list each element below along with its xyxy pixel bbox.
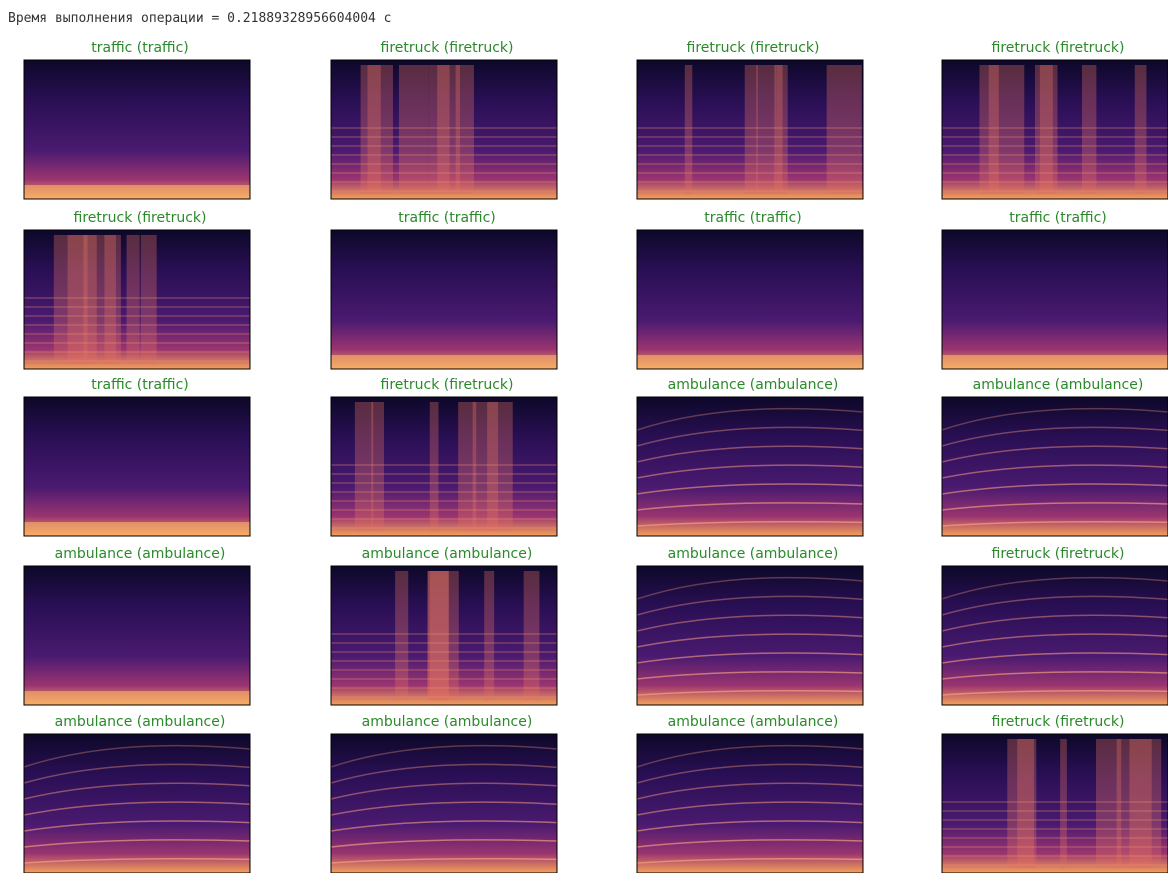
cell-title: firetruck (firetruck) (74, 210, 207, 226)
cell-title: firetruck (firetruck) (992, 40, 1125, 56)
cell-title: ambulance (ambulance) (55, 546, 226, 562)
notebook-output: Время выполнения операции = 0.2188932895… (0, 0, 1168, 873)
spectrogram-band (127, 235, 140, 364)
spectrogram-band (1096, 739, 1121, 868)
spectrogram-band (1017, 739, 1034, 868)
spectrogram (24, 60, 250, 199)
spectrogram-band (685, 65, 693, 194)
spectrogram-band (1082, 65, 1096, 194)
cell-title: ambulance (ambulance) (668, 546, 839, 562)
spectrogram-band (83, 235, 116, 364)
cell-title: ambulance (ambulance) (973, 377, 1144, 393)
spectrogram (637, 230, 863, 369)
spectrogram-band (1135, 65, 1147, 194)
spectrogram-band (399, 65, 428, 194)
spectrogram (24, 566, 250, 705)
cell-title: traffic (traffic) (91, 40, 189, 56)
spectrogram-floor (24, 691, 250, 705)
spectrogram (331, 230, 557, 369)
spectrogram-band (484, 571, 494, 700)
cell-title: firetruck (firetruck) (992, 714, 1125, 730)
cell-title: ambulance (ambulance) (668, 377, 839, 393)
spectrogram-band (54, 235, 88, 364)
spectrogram-band (395, 571, 408, 700)
cell-title: ambulance (ambulance) (362, 714, 533, 730)
spectrogram (24, 397, 250, 536)
page: {"header": {"text": "Время выполнения оп… (0, 0, 1168, 873)
cell-title: firetruck (firetruck) (381, 377, 514, 393)
cell-title: traffic (traffic) (704, 210, 802, 226)
cell-title: ambulance (ambulance) (55, 714, 226, 730)
execution-time: Время выполнения операции = 0.2188932895… (8, 11, 392, 26)
cell-title: traffic (traffic) (91, 377, 189, 393)
spectrogram-floor (24, 185, 250, 199)
cell-title: traffic (traffic) (398, 210, 496, 226)
spectrogram-band (989, 65, 1025, 194)
spectrogram-floor (24, 522, 250, 536)
spectrogram-band (524, 571, 540, 700)
cell-title: traffic (traffic) (1009, 210, 1107, 226)
spectrogram-band (1129, 739, 1161, 868)
spectrogram-band (777, 65, 788, 194)
spectrogram-band (428, 65, 449, 194)
spectrogram-band (473, 402, 498, 531)
cell-title: firetruck (firetruck) (687, 40, 820, 56)
spectrogram-band (1060, 739, 1067, 868)
cell-title: ambulance (ambulance) (668, 714, 839, 730)
spectrogram-floor (331, 355, 557, 369)
cell-title: firetruck (firetruck) (992, 546, 1125, 562)
spectrogram-band (756, 65, 777, 194)
cell-title: ambulance (ambulance) (362, 546, 533, 562)
spectrogram-band (141, 235, 157, 364)
spectrogram-band (355, 402, 373, 531)
spectrogram-band (361, 65, 393, 194)
spectrogram-band (430, 571, 449, 700)
spectrogram-band (827, 65, 862, 194)
spectrogram-band (430, 402, 439, 531)
spectrogram-band (745, 65, 758, 194)
spectrogram (942, 230, 1168, 369)
cell-title: firetruck (firetruck) (381, 40, 514, 56)
spectrogram-floor (637, 355, 863, 369)
spectrogram-band (456, 65, 474, 194)
spectrogram-floor (942, 355, 1168, 369)
spectrogram-band (1040, 65, 1053, 194)
